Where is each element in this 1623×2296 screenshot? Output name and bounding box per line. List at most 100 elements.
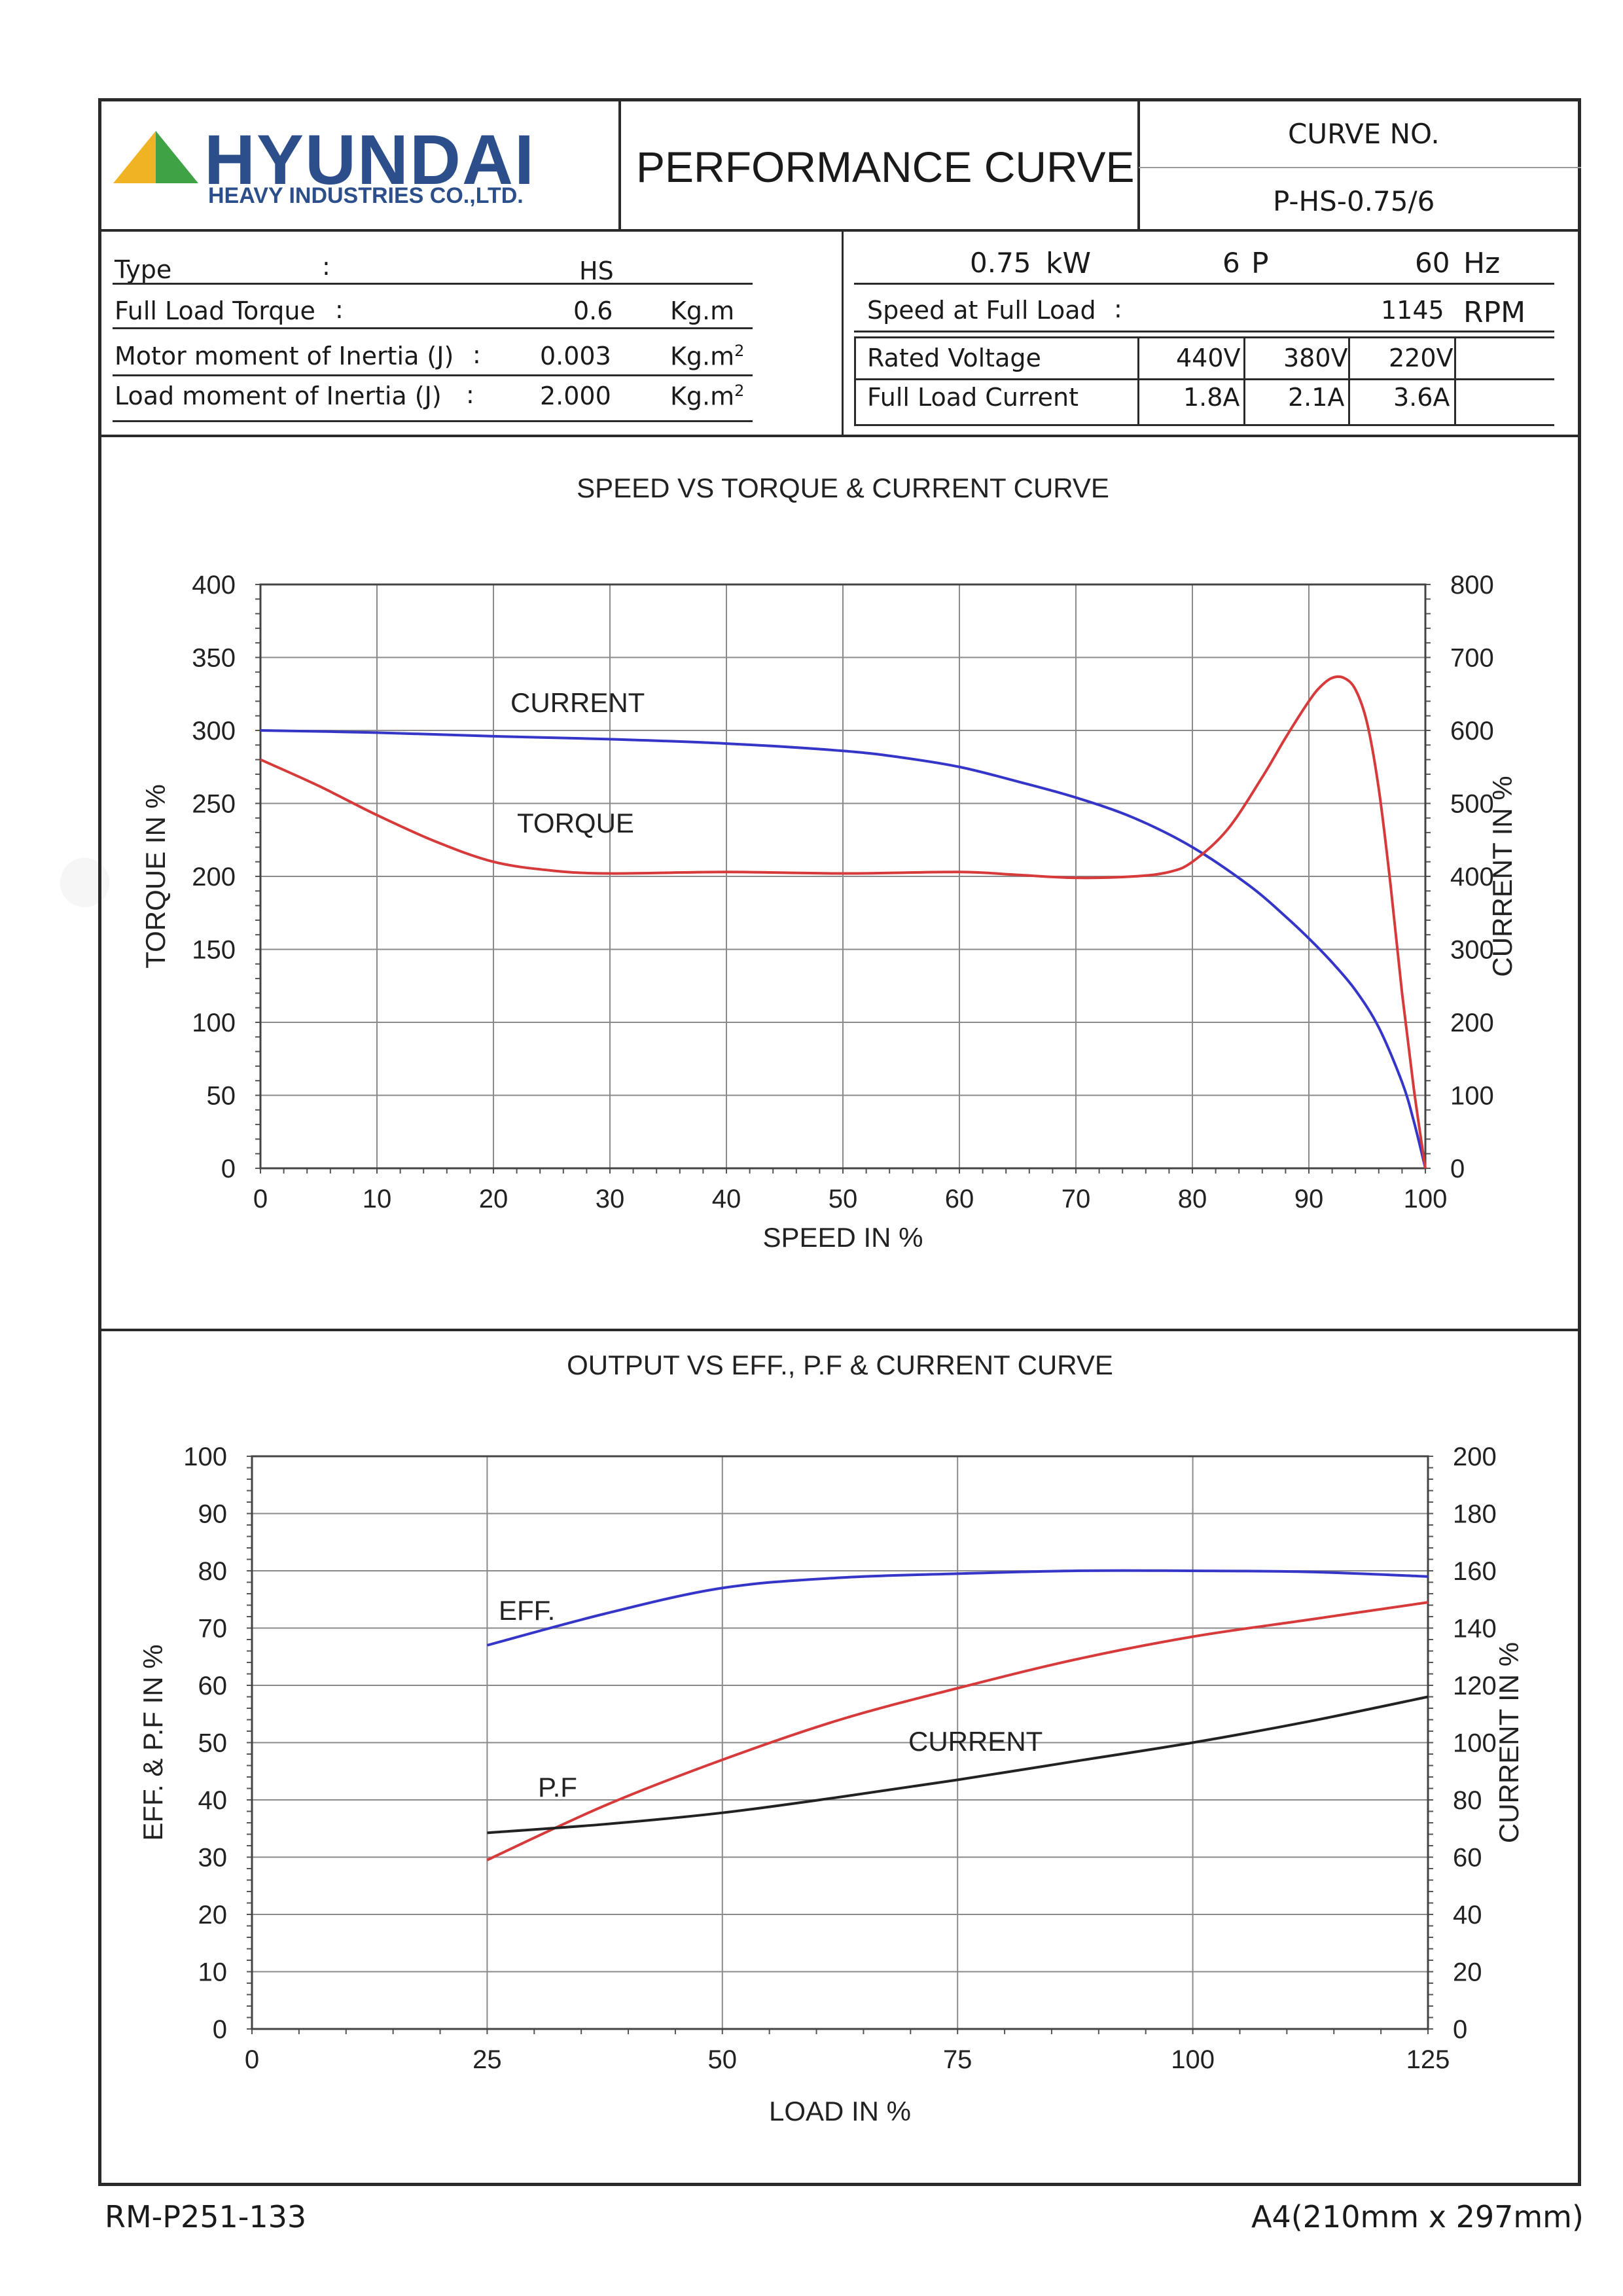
y-tick-label: 40 [198,1786,228,1815]
y2-tick-label: 0 [1450,1155,1465,1183]
curve-no-label: CURVE NO. [1288,118,1440,150]
y-tick-label: 20 [198,1901,228,1929]
current-220: 3.6A [1393,383,1450,412]
y-tick-label: 200 [192,863,236,891]
x-tick-label: 0 [253,1185,268,1213]
current-380: 2.1A [1288,383,1345,412]
spec-torque-value: 0.6 [573,296,613,325]
voltage-label: Rated Voltage [867,344,1041,372]
brand-logo: HYUNDAI [204,120,536,199]
y2-tick-label: 200 [1450,1009,1494,1037]
spec-underline [854,378,1554,380]
logo-triangle-icon [113,131,198,183]
y-tick-label: 0 [221,1155,236,1183]
spec-torque-unit: Kg.m [670,296,735,325]
x-tick-label: 50 [829,1185,858,1213]
y2-tick-label: 500 [1450,790,1494,819]
specs-divider [842,230,844,436]
speed-colon: : [1114,295,1122,323]
speed-unit: RPM [1463,296,1526,329]
spec-load-inertia-colon: : [466,380,474,409]
x-tick-label: 30 [596,1185,625,1213]
series-eff-line [486,1569,1429,1647]
poles-value: 6 [1222,247,1240,279]
x-axis-label: SPEED IN % [762,1222,923,1253]
spec-load-inertia-label: Load moment of Inertia (J) [115,382,442,410]
x-tick-label: 0 [245,2045,259,2074]
y-tick-label: 100 [183,1443,227,1471]
series-annotation: EFF. [499,1595,555,1626]
y2-tick-label: 80 [1453,1786,1482,1815]
spec-underline [854,424,1554,426]
y-tick-label: 60 [198,1672,228,1700]
y2-tick-label: 100 [1450,1082,1494,1111]
y-tick-label: 50 [207,1082,236,1111]
y-tick-label: 90 [198,1500,228,1529]
y-axis-label: EFF. & P.F IN % [137,1644,168,1840]
document-frame [98,98,1581,2186]
plot-area [259,583,1427,1170]
series-current-line [487,1695,1429,1835]
plot-area [251,1455,1429,2030]
table-col-line [1243,336,1245,424]
x-tick-label: 70 [1061,1185,1091,1213]
x-tick-label: 60 [945,1185,974,1213]
footer-doc-code: RM-P251-133 [105,2199,307,2234]
current-440: 1.8A [1183,383,1240,412]
series-annotation: CURRENT [908,1726,1043,1757]
chart-title: OUTPUT VS EFF., P.F & CURRENT CURVE [567,1350,1113,1380]
y-tick-label: 250 [192,790,236,819]
y2-tick-label: 180 [1453,1500,1497,1529]
table-col-line [1348,336,1350,424]
spec-type-label: Type [115,255,172,284]
x-axis-label: LOAD IN % [769,2096,911,2126]
table-col-line [1454,336,1456,424]
spec-type-colon: : [322,252,330,281]
x-tick-label: 80 [1178,1185,1207,1213]
footer-paper-size: A4(210mm x 297mm) [1251,2199,1584,2234]
spec-underline [854,283,1554,285]
series-current-line [260,729,1427,1169]
y2-tick-label: 0 [1453,2015,1467,2044]
x-tick-label: 90 [1294,1185,1324,1213]
y-tick-label: 0 [213,2015,227,2044]
x-tick-label: 125 [1406,2045,1450,2074]
x-tick-label: 10 [363,1185,392,1213]
y-tick-label: 300 [192,717,236,745]
brand-subtitle: HEAVY INDUSTRIES CO.,LTD. [208,183,524,208]
y2-tick-label: 140 [1453,1615,1497,1643]
spec-underline [854,331,1554,332]
y-tick-label: 10 [198,1958,228,1987]
speed-value: 1145 [1381,296,1444,325]
table-col-line [854,336,856,424]
y2-tick-label: 300 [1450,936,1494,965]
y2-tick-label: 160 [1453,1557,1497,1586]
voltage-220: 220V [1389,344,1454,372]
table-col-line [1137,336,1139,424]
spec-motor-inertia-label: Motor moment of Inertia (J) [115,342,454,370]
curve-no-value: P-HS-0.75/6 [1273,185,1435,217]
y-tick-label: 70 [198,1615,228,1643]
y-tick-label: 50 [198,1729,228,1758]
y2-tick-label: 600 [1450,717,1494,745]
header-bottom-line [98,229,1581,232]
y-tick-label: 150 [192,936,236,965]
spec-type-value: HS [579,257,614,285]
voltage-380: 380V [1283,344,1348,372]
x-tick-label: 20 [479,1185,508,1213]
header-divider-1 [618,98,621,230]
y-axis-label: TORQUE IN % [140,784,171,969]
y2-tick-label: 120 [1453,1672,1497,1700]
specs-bottom-line [98,435,1581,437]
spec-load-inertia-value: 2.000 [540,382,611,410]
y2-tick-label: 60 [1453,1844,1482,1873]
spec-underline [113,374,753,376]
series-p-f-line [486,1601,1429,1861]
y2-axis-label: CURRENT IN % [1493,1642,1524,1843]
spec-underline [113,327,753,329]
x-tick-label: 100 [1404,1185,1448,1213]
series-annotation: P.F [538,1772,577,1803]
spec-motor-inertia-colon: : [473,340,481,369]
y2-tick-label: 100 [1453,1729,1497,1758]
freq-unit: Hz [1463,247,1501,280]
